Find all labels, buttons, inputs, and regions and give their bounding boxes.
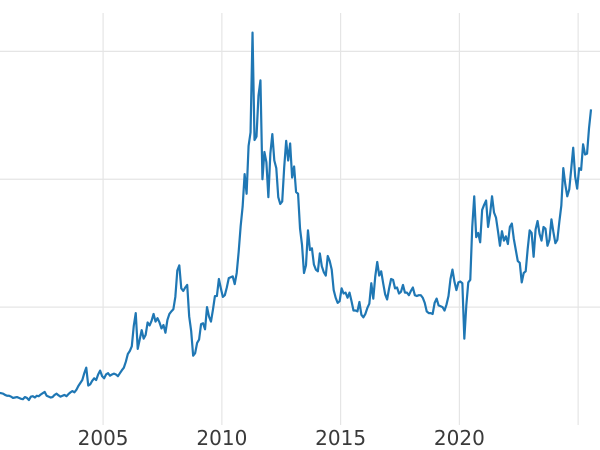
horizontal-gridlines — [0, 50, 600, 308]
x-tick-label: 2020 — [433, 426, 485, 450]
x-tick-label: 2015 — [315, 426, 367, 450]
x-tick-label: 2005 — [77, 426, 129, 450]
x-tick-label: 2010 — [196, 426, 248, 450]
price-line-series — [0, 31, 593, 402]
vertical-gridlines — [102, 13, 579, 425]
